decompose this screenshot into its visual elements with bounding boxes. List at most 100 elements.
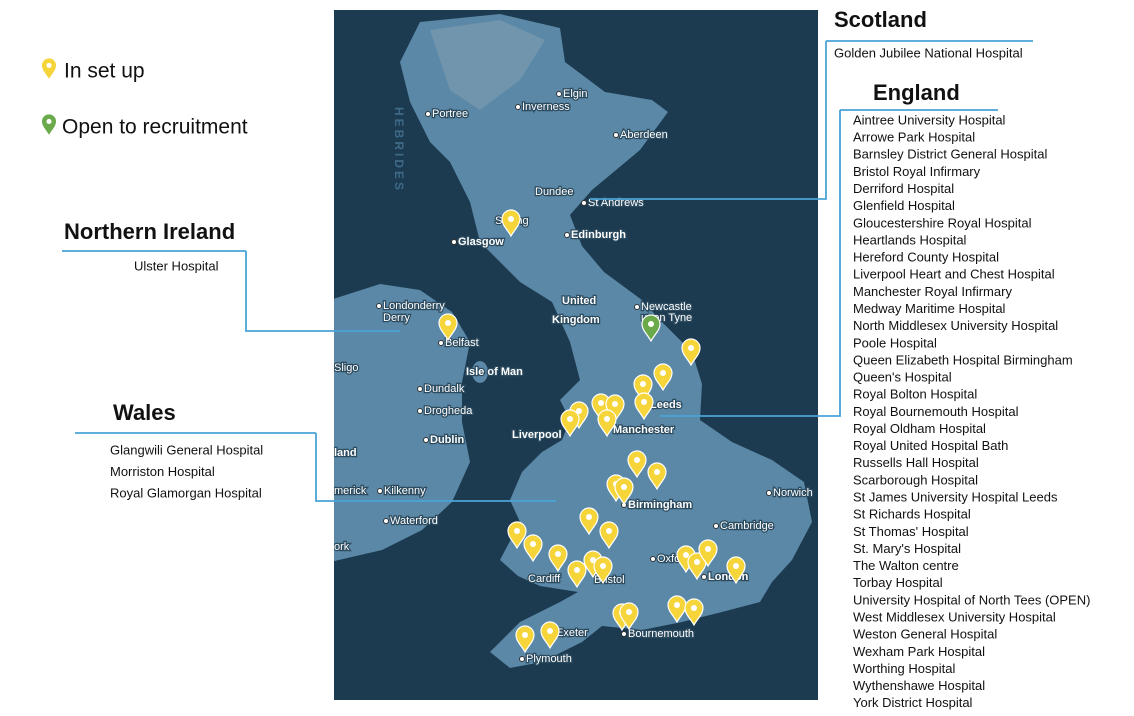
pin-dot xyxy=(674,602,680,608)
pin xyxy=(597,409,617,438)
pin-dot xyxy=(733,563,739,569)
city-dot xyxy=(634,304,640,310)
pin-dot xyxy=(660,370,666,376)
hospital: West Middlesex University Hospital xyxy=(853,609,1056,624)
pin xyxy=(523,534,543,563)
region-title: England xyxy=(873,80,960,105)
city-dot xyxy=(701,574,707,580)
hospital: St Thomas' Hospital xyxy=(853,524,969,539)
map-label: ork xyxy=(334,541,350,553)
hospital: Queen's Hospital xyxy=(853,370,952,385)
pin xyxy=(540,621,560,650)
map-label: Dublin xyxy=(430,434,464,446)
pin-dot xyxy=(694,559,700,565)
city-dot xyxy=(519,656,525,662)
hospital: Bristol Royal Infirmary xyxy=(853,164,981,179)
hospital: Royal Oldham Hospital xyxy=(853,421,986,436)
highlands xyxy=(430,20,545,110)
pin-dot xyxy=(654,469,660,475)
pin-dot xyxy=(598,400,604,406)
region-title: Wales xyxy=(113,400,176,425)
pin xyxy=(641,314,661,343)
hospital: Gloucestershire Royal Hospital xyxy=(853,215,1032,230)
city-dot xyxy=(377,488,383,494)
pin-dot xyxy=(648,321,654,327)
great-britain xyxy=(400,14,812,668)
city-dot xyxy=(556,91,562,97)
pin-dot xyxy=(691,605,697,611)
city-dot xyxy=(423,437,429,443)
map-label: Bournemouth xyxy=(628,628,694,640)
hospital: Weston General Hospital xyxy=(853,627,997,642)
map-label: Inverness xyxy=(522,101,570,113)
map-label: Dundee xyxy=(535,186,574,198)
hospital: Worthing Hospital xyxy=(853,661,955,676)
map-label: Leeds xyxy=(650,399,682,411)
hospital: Royal United Hospital Bath xyxy=(853,438,1008,453)
pin-dot xyxy=(626,609,632,615)
hospital: Morriston Hospital xyxy=(110,464,215,479)
pin-dot xyxy=(555,551,561,557)
hospital: Heartlands Hospital xyxy=(853,232,967,247)
hospital: North Middlesex University Hospital xyxy=(853,318,1058,333)
city-dot xyxy=(383,518,389,524)
pin xyxy=(687,552,707,581)
hospital: Poole Hospital xyxy=(853,335,937,350)
pin xyxy=(560,409,580,438)
map-label: Sligo xyxy=(334,362,358,374)
pin-dot xyxy=(600,563,606,569)
region-title: Scotland xyxy=(834,7,927,32)
pin-dot xyxy=(634,457,640,463)
isle-of-man xyxy=(472,361,488,383)
pin xyxy=(619,602,639,631)
region-title: Northern Ireland xyxy=(64,219,235,244)
hospital: University Hospital of North Tees (OPEN) xyxy=(853,592,1090,607)
hospital: Liverpool Heart and Chest Hospital xyxy=(853,267,1055,282)
hospital: Aintree University Hospital xyxy=(853,112,1006,127)
map-label: Exeter xyxy=(556,627,588,639)
pin xyxy=(726,556,746,585)
hospital: St Richards Hospital xyxy=(853,507,971,522)
connector xyxy=(590,41,827,200)
hospital: Derriford Hospital xyxy=(853,181,954,196)
map-label: Drogheda xyxy=(424,405,473,417)
pin xyxy=(633,374,653,403)
hospital: The Walton centre xyxy=(853,558,959,573)
pin-dot xyxy=(688,345,694,351)
city-dot xyxy=(515,104,521,110)
map-label: Aberdeen xyxy=(620,129,668,141)
pin-dot xyxy=(641,399,647,405)
pin-dot xyxy=(514,528,520,534)
hospital: Glangwili General Hospital xyxy=(110,442,263,457)
map-label: Isle of Man xyxy=(466,366,523,378)
hospital: Royal Bolton Hospital xyxy=(853,387,977,402)
map-label: merick xyxy=(334,485,367,497)
pin xyxy=(40,113,58,138)
pin xyxy=(698,539,718,568)
pin xyxy=(438,313,458,342)
pin-dot xyxy=(606,528,612,534)
hospital: Manchester Royal Infirmary xyxy=(853,284,1012,299)
map-label: Plymouth xyxy=(526,653,572,665)
hospital: Hereford County Hospital xyxy=(853,250,999,265)
city-dot xyxy=(713,523,719,529)
pin xyxy=(599,521,619,550)
connector xyxy=(315,433,556,502)
pin xyxy=(653,363,673,392)
pin xyxy=(647,462,667,491)
hospital: York District Hospital xyxy=(853,695,973,710)
map-label: Portree xyxy=(432,108,468,120)
map-label: Kilkenny xyxy=(384,485,426,497)
connector xyxy=(245,251,400,332)
pin xyxy=(507,521,527,550)
pin xyxy=(567,560,587,589)
city-dot xyxy=(564,232,570,238)
pin-dot xyxy=(640,381,646,387)
hospital: Royal Glamorgan Hospital xyxy=(110,485,262,500)
city-dot xyxy=(451,239,457,245)
hospital: Medway Maritime Hospital xyxy=(853,301,1006,316)
pin xyxy=(614,477,634,506)
pin-dot xyxy=(46,118,52,124)
city-dot xyxy=(417,386,423,392)
